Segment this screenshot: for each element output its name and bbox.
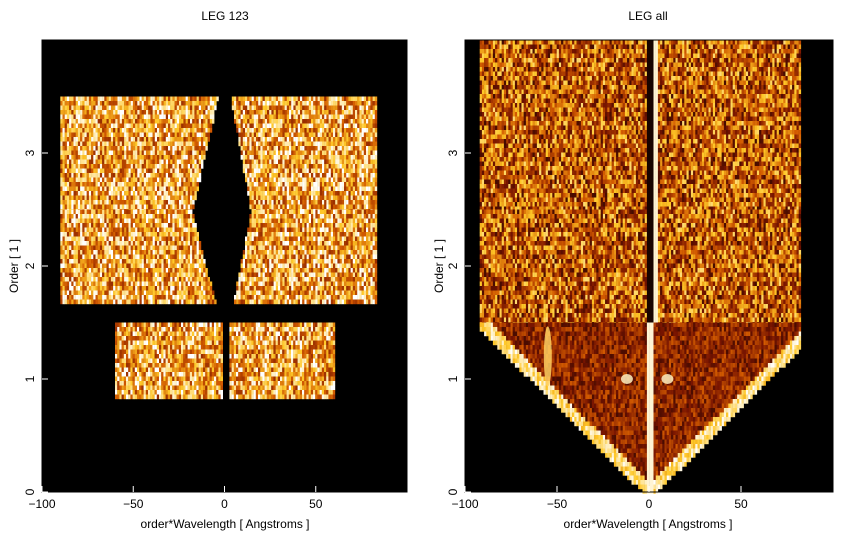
y-tick-label: 2	[446, 262, 460, 269]
chart-title: LEG 123	[201, 9, 249, 23]
heatmap-panel-leg-123: LEG 123 −100 −50 0 50 0 1 2 3 order*Wavelength…	[7, 9, 407, 531]
y-tick-label: 1	[446, 375, 460, 382]
x-tick-label: −100	[451, 497, 478, 511]
x-tick-label: −50	[547, 497, 568, 511]
y-tick-label: 0	[23, 488, 37, 495]
y-tick-label: 2	[23, 262, 37, 269]
bright-blob	[621, 374, 633, 384]
chart-title: LEG all	[628, 9, 667, 23]
y-tick-label: 3	[446, 149, 460, 156]
bright-blob	[661, 374, 673, 384]
heatmap-region-order-3	[480, 40, 801, 211]
x-axis-label: order*Wavelength [ Angstroms ]	[141, 517, 310, 531]
y-axis-label: Order [ 1 ]	[7, 239, 21, 293]
y-tick-label: 1	[23, 375, 37, 382]
x-axis-label: order*Wavelength [ Angstroms ]	[564, 517, 733, 531]
bright-arc	[544, 326, 552, 386]
x-tick-label: 0	[646, 497, 653, 511]
y-tick-label: 0	[446, 488, 460, 495]
y-tick-label: 3	[23, 149, 37, 156]
heatmap-panel-leg-all: LEG all −100 −50 0 50 0 1 2 3 order*Wavelength…	[432, 9, 833, 531]
heatmap-region-order-2	[480, 210, 801, 327]
x-tick-label: −50	[123, 497, 144, 511]
x-tick-label: 50	[734, 497, 748, 511]
x-tick-label: 0	[221, 497, 228, 511]
x-tick-label: 50	[309, 497, 323, 511]
x-tick-label: −100	[28, 497, 55, 511]
y-axis-label: Order [ 1 ]	[432, 239, 446, 293]
